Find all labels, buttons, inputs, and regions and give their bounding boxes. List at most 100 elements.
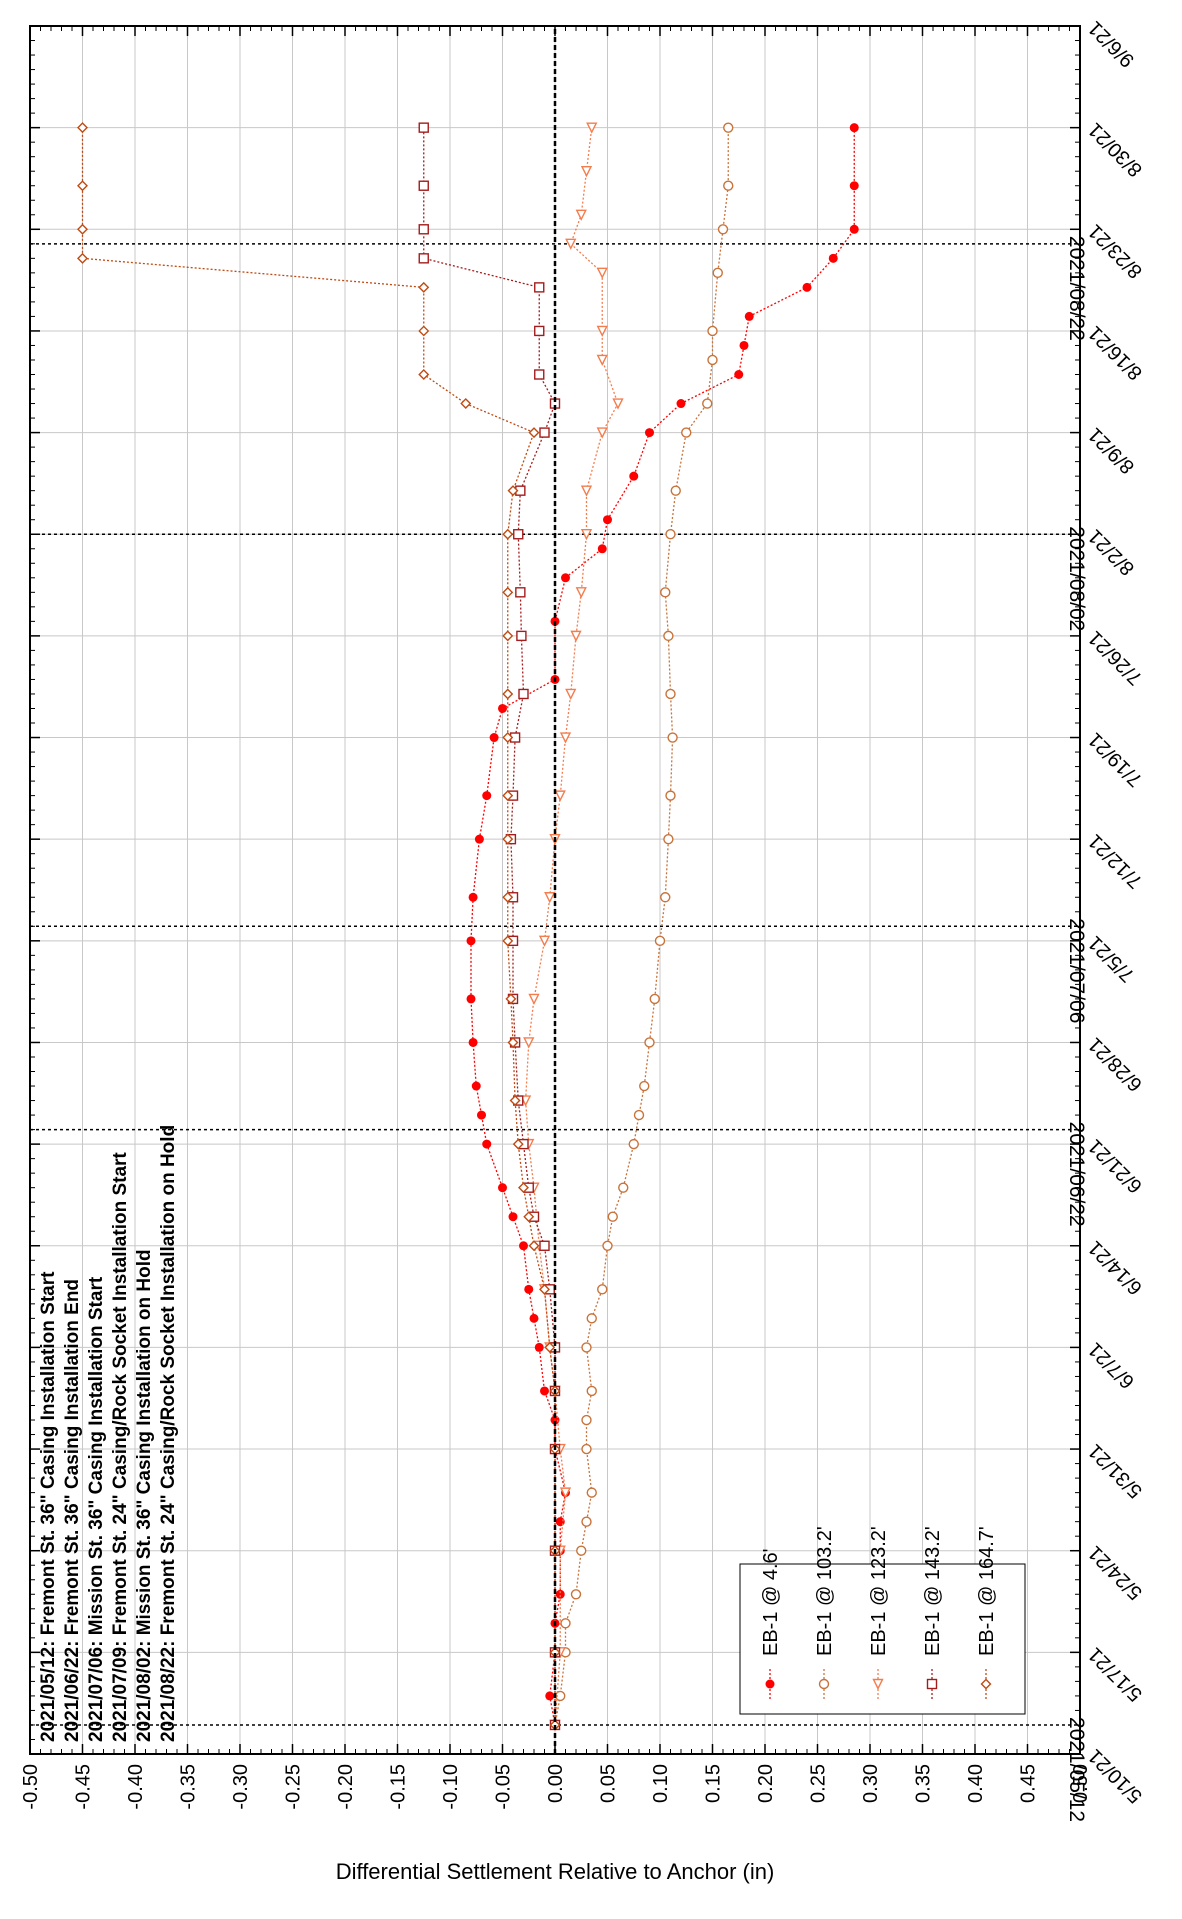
data-point bbox=[502, 790, 514, 802]
data-point bbox=[676, 399, 686, 409]
data-point bbox=[554, 790, 566, 802]
event-text: 2021/07/09: Fremont St. 24" Casing/Rock … bbox=[110, 1152, 131, 1742]
data-point bbox=[849, 224, 859, 234]
data-point bbox=[565, 238, 577, 250]
data-point bbox=[980, 1678, 992, 1690]
y-tick-label: 0.00 bbox=[545, 1764, 567, 1803]
data-point bbox=[723, 122, 734, 133]
data-point bbox=[418, 281, 430, 293]
data-point bbox=[509, 1095, 521, 1107]
data-point bbox=[466, 936, 476, 946]
data-point bbox=[418, 180, 429, 191]
data-point bbox=[555, 1589, 565, 1599]
event-line-label: 2021/08/22 bbox=[1065, 236, 1088, 341]
data-point bbox=[586, 122, 598, 134]
data-point bbox=[468, 892, 478, 902]
data-point bbox=[502, 586, 514, 598]
data-point bbox=[518, 1182, 529, 1194]
data-point bbox=[596, 354, 608, 367]
data-point bbox=[633, 1109, 645, 1121]
data-point bbox=[586, 1385, 597, 1397]
data-point bbox=[477, 1110, 486, 1120]
data-point bbox=[418, 224, 429, 235]
data-point bbox=[586, 1313, 597, 1324]
data-point bbox=[580, 485, 593, 497]
data-point bbox=[802, 282, 812, 292]
data-point bbox=[468, 1037, 478, 1047]
data-point bbox=[534, 282, 545, 293]
legend-box bbox=[739, 1563, 1026, 1715]
data-point bbox=[723, 180, 734, 191]
data-point bbox=[538, 935, 551, 947]
event-text: 2021/06/22: Fremont St. 36" Casing Insta… bbox=[62, 1279, 83, 1742]
data-point bbox=[549, 1646, 561, 1658]
data-point bbox=[581, 1342, 592, 1353]
event-line-label: 2021/06/22 bbox=[1065, 1122, 1088, 1227]
data-point bbox=[607, 1211, 618, 1222]
data-point bbox=[482, 791, 492, 801]
data-point bbox=[528, 427, 540, 439]
y-tick-label: 0.25 bbox=[808, 1764, 830, 1803]
legend-entry-label: EB-1 @ 103.2' bbox=[814, 1526, 836, 1656]
y-tick-label: 0.35 bbox=[913, 1764, 935, 1803]
data-point bbox=[77, 180, 88, 192]
data-point bbox=[565, 688, 577, 701]
data-point bbox=[498, 1183, 507, 1193]
legend-entry-label: EB-1 @ 4.6' bbox=[760, 1549, 782, 1657]
data-point bbox=[418, 253, 429, 264]
data-point bbox=[544, 892, 556, 904]
data-point bbox=[502, 528, 514, 540]
data-point bbox=[502, 833, 514, 845]
data-point bbox=[418, 369, 430, 380]
data-point bbox=[602, 1240, 613, 1251]
legend: EB-1 @ 4.6' EB-1 @ 103.2' EB-1 @ 123.2' EB-… bbox=[739, 1526, 1026, 1715]
data-point bbox=[561, 573, 570, 583]
data-point bbox=[660, 892, 671, 903]
data-point bbox=[644, 1037, 655, 1048]
data-point bbox=[502, 732, 514, 744]
data-point bbox=[734, 370, 744, 380]
data-point bbox=[618, 1182, 629, 1193]
y-tick-label: 0.50 bbox=[1070, 1764, 1092, 1803]
y-tick-label: -0.40 bbox=[125, 1764, 147, 1810]
data-point bbox=[818, 1678, 830, 1690]
y-tick-label: -0.20 bbox=[335, 1764, 357, 1810]
data-point bbox=[498, 703, 507, 713]
data-point bbox=[466, 994, 476, 1004]
event-text: 2021/08/02: Mission St. 36" Casing Insta… bbox=[134, 1249, 155, 1742]
data-point bbox=[512, 1138, 524, 1150]
data-point bbox=[77, 223, 88, 235]
y-tick-label: -0.30 bbox=[230, 1764, 252, 1810]
data-point bbox=[502, 935, 514, 947]
data-point bbox=[612, 398, 624, 410]
y-tick-label: 0.15 bbox=[703, 1764, 725, 1803]
data-point bbox=[581, 1516, 592, 1527]
data-point bbox=[570, 1589, 582, 1600]
data-point bbox=[596, 427, 608, 439]
data-point bbox=[580, 529, 593, 541]
data-point bbox=[544, 1341, 556, 1353]
data-point bbox=[580, 166, 593, 178]
data-point bbox=[849, 123, 859, 133]
event-text: 2021/08/22: Fremont St. 24" Casing/Rock … bbox=[158, 1125, 179, 1742]
data-point bbox=[681, 427, 692, 438]
data-point bbox=[539, 1240, 550, 1251]
data-point bbox=[765, 1679, 775, 1689]
data-point bbox=[545, 1691, 555, 1701]
y-tick-label: -0.15 bbox=[388, 1764, 410, 1810]
data-point bbox=[534, 325, 545, 337]
data-point bbox=[460, 398, 472, 410]
data-point bbox=[523, 1211, 535, 1223]
series-line bbox=[470, 127, 855, 1726]
data-point bbox=[560, 1618, 571, 1629]
y-tick-label: -0.10 bbox=[440, 1764, 462, 1810]
data-point bbox=[539, 427, 550, 438]
data-point bbox=[665, 688, 676, 700]
data-point bbox=[529, 1313, 539, 1323]
data-point bbox=[665, 790, 676, 801]
y-tick-label: -0.05 bbox=[493, 1764, 515, 1810]
data-point bbox=[667, 732, 678, 743]
data-point bbox=[502, 688, 514, 700]
y-tick-label: 0.45 bbox=[1018, 1764, 1040, 1803]
